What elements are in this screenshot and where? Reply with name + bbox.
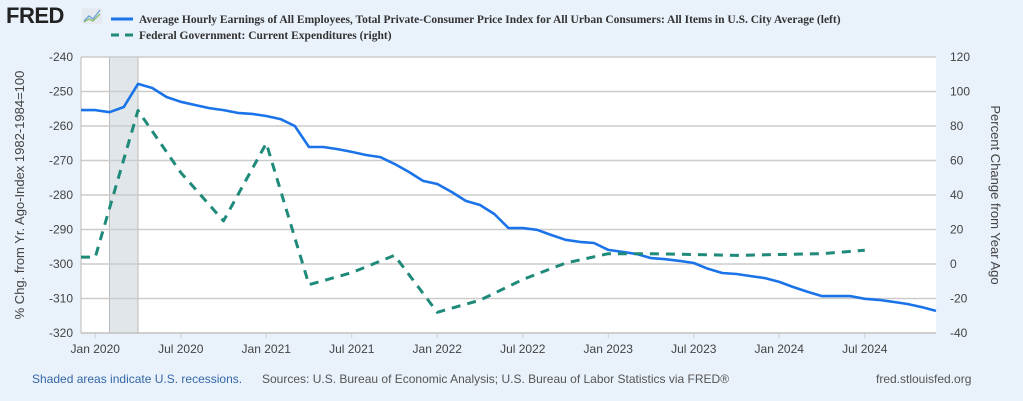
series-line-earnings-cpi[interactable] <box>81 82 937 313</box>
y-right-tick-label: 40 <box>950 188 964 202</box>
legend-label: Federal Government: Current Expenditures… <box>139 30 392 42</box>
site-link[interactable]: fred.stlouisfed.org <box>876 372 972 386</box>
y-axis-left-title: % Chg. from Yr. Ago-Index 1982-1984=100 <box>12 71 27 320</box>
x-tick-label: Jan 2021 <box>242 342 292 356</box>
fred-logo[interactable]: FRED <box>6 3 102 28</box>
x-tick-label: Jul 2024 <box>842 342 888 356</box>
y-right-tick-label: 100 <box>950 85 970 99</box>
logo-text: FRED <box>6 3 64 28</box>
y-axis-right-title: Percent Change from Year Ago <box>988 105 1003 284</box>
x-tick-label: Jul 2021 <box>329 342 375 356</box>
legend: Average Hourly Earnings of All Employees… <box>111 14 841 42</box>
series-group <box>81 82 937 314</box>
legend-item-federal-expenditures[interactable]: Federal Government: Current Expenditures… <box>111 30 392 42</box>
y-left-tick-label: -300 <box>49 257 73 271</box>
legend-item-earnings-cpi[interactable]: Average Hourly Earnings of All Employees… <box>111 14 841 26</box>
x-tick-label: Jan 2022 <box>413 342 463 356</box>
y-right-tick-label: 60 <box>950 154 964 168</box>
y-right-tick-label: -40 <box>950 326 968 340</box>
y-right-tick-label: 20 <box>950 223 964 237</box>
x-tick-label: Jan 2023 <box>584 342 634 356</box>
y-right-tick-label: 0 <box>950 257 957 271</box>
y-left-tick-label: -310 <box>49 292 73 306</box>
y-axis-right: 120 100 80 60 40 20 0 -20 -40 <box>950 50 970 340</box>
y-left-tick-label: -240 <box>49 50 73 64</box>
y-left-tick-label: -250 <box>49 85 73 99</box>
gridlines <box>80 56 936 334</box>
x-tick-label: Jul 2020 <box>158 342 204 356</box>
series-line-federal-expenditures[interactable] <box>81 109 865 314</box>
y-left-tick-label: -280 <box>49 188 73 202</box>
legend-label: Average Hourly Earnings of All Employees… <box>139 14 841 26</box>
x-tick-label: Jan 2020 <box>71 342 121 356</box>
recession-note-link[interactable]: Shaded areas indicate U.S. recessions. <box>32 372 243 386</box>
x-tick-label: Jul 2022 <box>500 342 546 356</box>
y-right-tick-label: 80 <box>950 119 964 133</box>
x-tick-label: Jan 2024 <box>755 342 805 356</box>
y-left-tick-label: -320 <box>49 326 73 340</box>
x-tick-label: Jul 2023 <box>671 342 717 356</box>
y-right-tick-label: 120 <box>950 50 970 64</box>
y-axis-left: -240 -250 -260 -270 -280 -290 -300 -310 -320 <box>49 50 73 340</box>
y-left-tick-label: -290 <box>49 223 73 237</box>
chart-line-icon <box>82 8 102 24</box>
y-left-tick-label: -270 <box>49 154 73 168</box>
x-axis: Jan 2020 Jul 2020 Jan 2021 Jul 2021 Jan 2022… <box>71 333 888 356</box>
y-left-tick-label: -260 <box>49 119 73 133</box>
sources-text: Sources: U.S. Bureau of Economic Analysi… <box>262 372 730 386</box>
y-right-tick-label: -20 <box>950 292 968 306</box>
